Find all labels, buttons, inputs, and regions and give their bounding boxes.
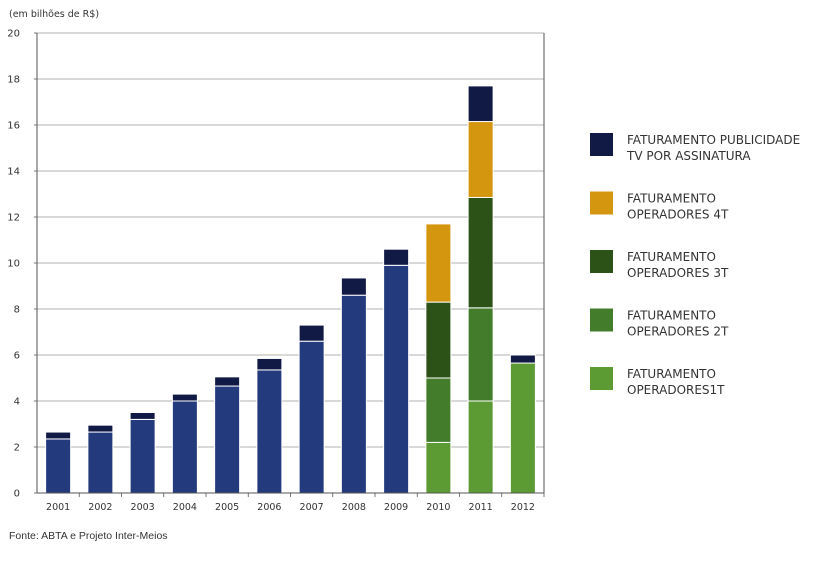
x-tick-label: 2003: [131, 502, 155, 513]
legend-label-operadores_3t: OPERADORES 3T: [627, 266, 729, 280]
legend-label-operadores_2t: OPERADORES 2T: [627, 325, 729, 339]
y-tick-label: 4: [14, 397, 20, 408]
x-tick-label: 2012: [511, 502, 535, 513]
legend-label-operadores_1t: FATURAMENTO: [627, 367, 716, 381]
legend-swatch-publicidade: [590, 133, 613, 156]
x-tick-label: 2004: [173, 502, 197, 513]
y-tick-label: 2: [14, 443, 20, 454]
bar-segment-2003-publicidade: [129, 412, 156, 420]
legend-label-publicidade: FATURAMENTO PUBLICIDADE: [627, 133, 800, 147]
y-tick-label: 6: [14, 351, 20, 362]
bar-segment-2008-publicidade: [340, 277, 367, 296]
bar-segment-2002-publicidade: [87, 424, 114, 433]
bar-segment-2011-operadores_4t: [467, 121, 494, 198]
y-tick-label: 10: [7, 259, 20, 270]
bar-segment-2004-publicidade: [171, 393, 198, 402]
bar-segment-2005-operadores_pre2010: [214, 385, 241, 494]
y-tick-label: 14: [7, 167, 20, 178]
legend-label-operadores_4t: OPERADORES 4T: [627, 208, 729, 222]
bar-segment-2002-operadores_pre2010: [87, 431, 114, 494]
bar-segment-2012-operadores_1t: [509, 362, 536, 494]
bar-segment-2001-operadores_pre2010: [45, 438, 72, 494]
bar-segment-2004-operadores_pre2010: [171, 400, 198, 494]
x-tick-label: 2007: [300, 502, 324, 513]
bar-segment-2006-operadores_pre2010: [256, 369, 283, 494]
legend-swatch-operadores_1t: [590, 367, 613, 390]
legend-swatch-operadores_2t: [590, 308, 613, 332]
unit-label: (em bilhões de R$): [9, 9, 99, 20]
legend-label-operadores_4t: FATURAMENTO: [627, 192, 716, 206]
y-tick-label: 20: [7, 29, 20, 40]
legend-swatch-operadores_4t: [590, 191, 613, 215]
legend-label-operadores_2t: FATURAMENTO: [627, 309, 716, 323]
bar-segment-2008-operadores_pre2010: [340, 294, 367, 494]
bar-segment-2009-publicidade: [383, 248, 410, 266]
legend-label-publicidade: TV POR ASSINATURA: [626, 149, 751, 163]
bar-segment-2011-operadores_1t: [467, 400, 494, 494]
bar-segment-2010-operadores_3t: [425, 301, 452, 379]
x-tick-label: 2010: [426, 502, 450, 513]
bar-segment-2011-operadores_2t: [467, 307, 494, 402]
bars: [45, 85, 536, 494]
source-note: Fonte: ABTA e Projeto Inter-Meios: [9, 530, 168, 542]
bar-segment-2010-operadores_1t: [425, 441, 452, 494]
bar-segment-2011-publicidade: [467, 85, 494, 123]
grid-lines: [37, 32, 544, 448]
legend-label-operadores_3t: FATURAMENTO: [627, 250, 716, 264]
x-tick-label: 2009: [384, 502, 408, 513]
bar-segment-2007-operadores_pre2010: [298, 340, 325, 494]
bar-segment-2003-operadores_pre2010: [129, 418, 156, 494]
y-tick-label: 12: [7, 213, 20, 224]
bar-segment-2010-operadores_2t: [425, 377, 452, 443]
axes: 0 2 4 6 8 10 12 14 16 18 20 2001 2002 2003 2004 2005 200…: [7, 29, 545, 513]
bar-segment-2001-publicidade: [45, 431, 72, 440]
legend-swatch-operadores_3t: [590, 250, 613, 273]
x-tick-label: 2002: [88, 502, 112, 513]
bar-segment-2006-publicidade: [256, 357, 283, 371]
y-tick-label: 16: [7, 121, 20, 132]
bar-segment-2005-publicidade: [214, 376, 241, 387]
bar-segment-2012-publicidade: [509, 354, 536, 364]
bar-segment-2009-operadores_pre2010: [383, 264, 410, 494]
legend-label-operadores_1t: OPERADORES1T: [627, 383, 725, 397]
y-tick-label: 18: [7, 75, 20, 86]
x-tick-label: 2006: [257, 502, 281, 513]
bar-segment-2007-publicidade: [298, 324, 325, 342]
x-tick-label: 2008: [342, 502, 366, 513]
bar-segment-2011-operadores_3t: [467, 196, 494, 309]
x-tick-label: 2001: [46, 502, 70, 513]
x-tick-label: 2005: [215, 502, 239, 513]
y-tick-label: 8: [14, 305, 20, 316]
x-tick-label: 2011: [469, 502, 493, 513]
legend: FATURAMENTO PUBLICIDADE TV POR ASSINATURA…: [590, 133, 800, 397]
y-tick-label: 0: [14, 489, 20, 500]
bar-segment-2010-operadores_4t: [425, 223, 452, 303]
